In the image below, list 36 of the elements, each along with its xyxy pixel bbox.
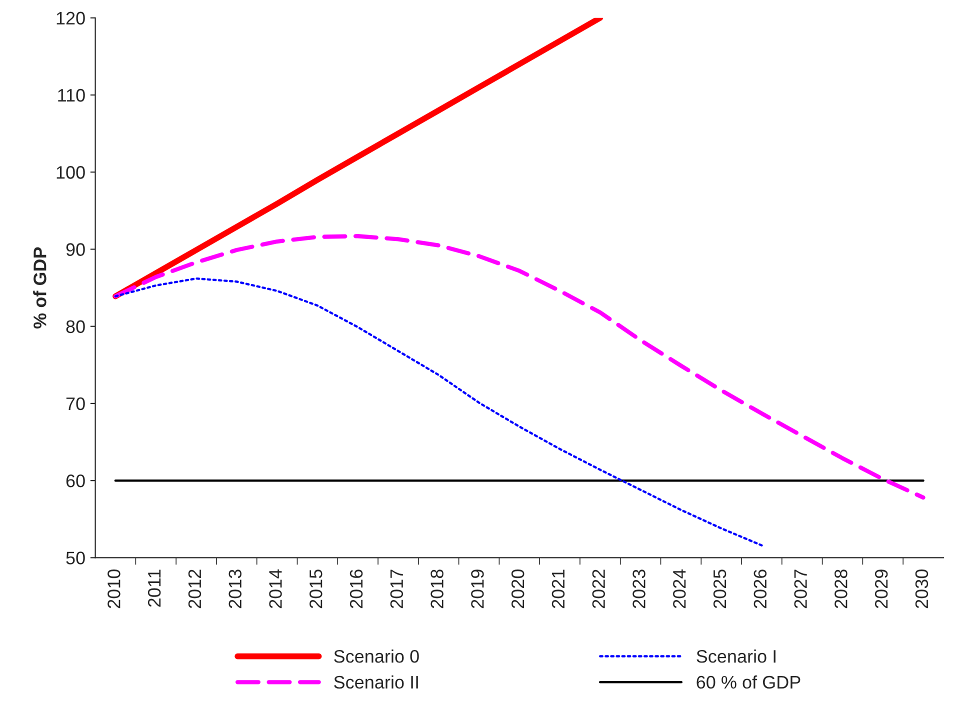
x-tick-label: 2021	[552, 570, 565, 608]
x-tick-label: 2025	[713, 570, 726, 608]
line-series	[114, 277, 763, 546]
y-tick-label: 70	[66, 397, 85, 410]
x-tick-label: 2010	[108, 570, 120, 608]
x-tick-label: 2015	[310, 570, 322, 608]
y-tick-label: 100	[56, 166, 85, 179]
x-tick-label: 2013	[228, 570, 242, 608]
x-tick-label: 2016	[350, 570, 363, 608]
x-tick-label: 2019	[471, 570, 484, 608]
x-tick-label: 2014	[269, 569, 282, 608]
x-tick-label: 2024	[673, 569, 686, 608]
y-tick-label: 110	[58, 88, 85, 102]
y-tick-label: 90	[66, 243, 85, 256]
y-axis-title: % of GDP	[33, 247, 46, 328]
x-tick-label: 2020	[511, 570, 524, 608]
x-tick-label: 2030	[915, 570, 928, 608]
y-tick-label: 60	[66, 474, 85, 488]
y-tick-label: 120	[56, 12, 85, 25]
x-tick-label: 2023	[632, 570, 646, 608]
legend-label: Scenario 0	[334, 650, 419, 663]
legend-label: 60 % of GDP	[696, 675, 800, 689]
y-tick-label: 50	[66, 552, 85, 564]
x-tick-label: 2026	[754, 570, 767, 608]
x-tick-label: 2029	[874, 570, 888, 608]
x-tick-label: 2017	[390, 570, 404, 608]
x-tick-label: 2012	[188, 570, 202, 608]
legend-label: Scenario I	[696, 650, 776, 663]
y-tick-label: 80	[66, 320, 85, 334]
x-tick-label: 2011	[148, 570, 161, 607]
line-series	[113, 234, 926, 500]
x-tick-label: 2018	[430, 570, 444, 608]
x-tick-label: 2022	[592, 570, 606, 608]
x-tick-label: 2028	[834, 570, 848, 608]
legend-label: Scenario II	[334, 675, 418, 689]
x-tick-label: 2027	[794, 570, 807, 608]
